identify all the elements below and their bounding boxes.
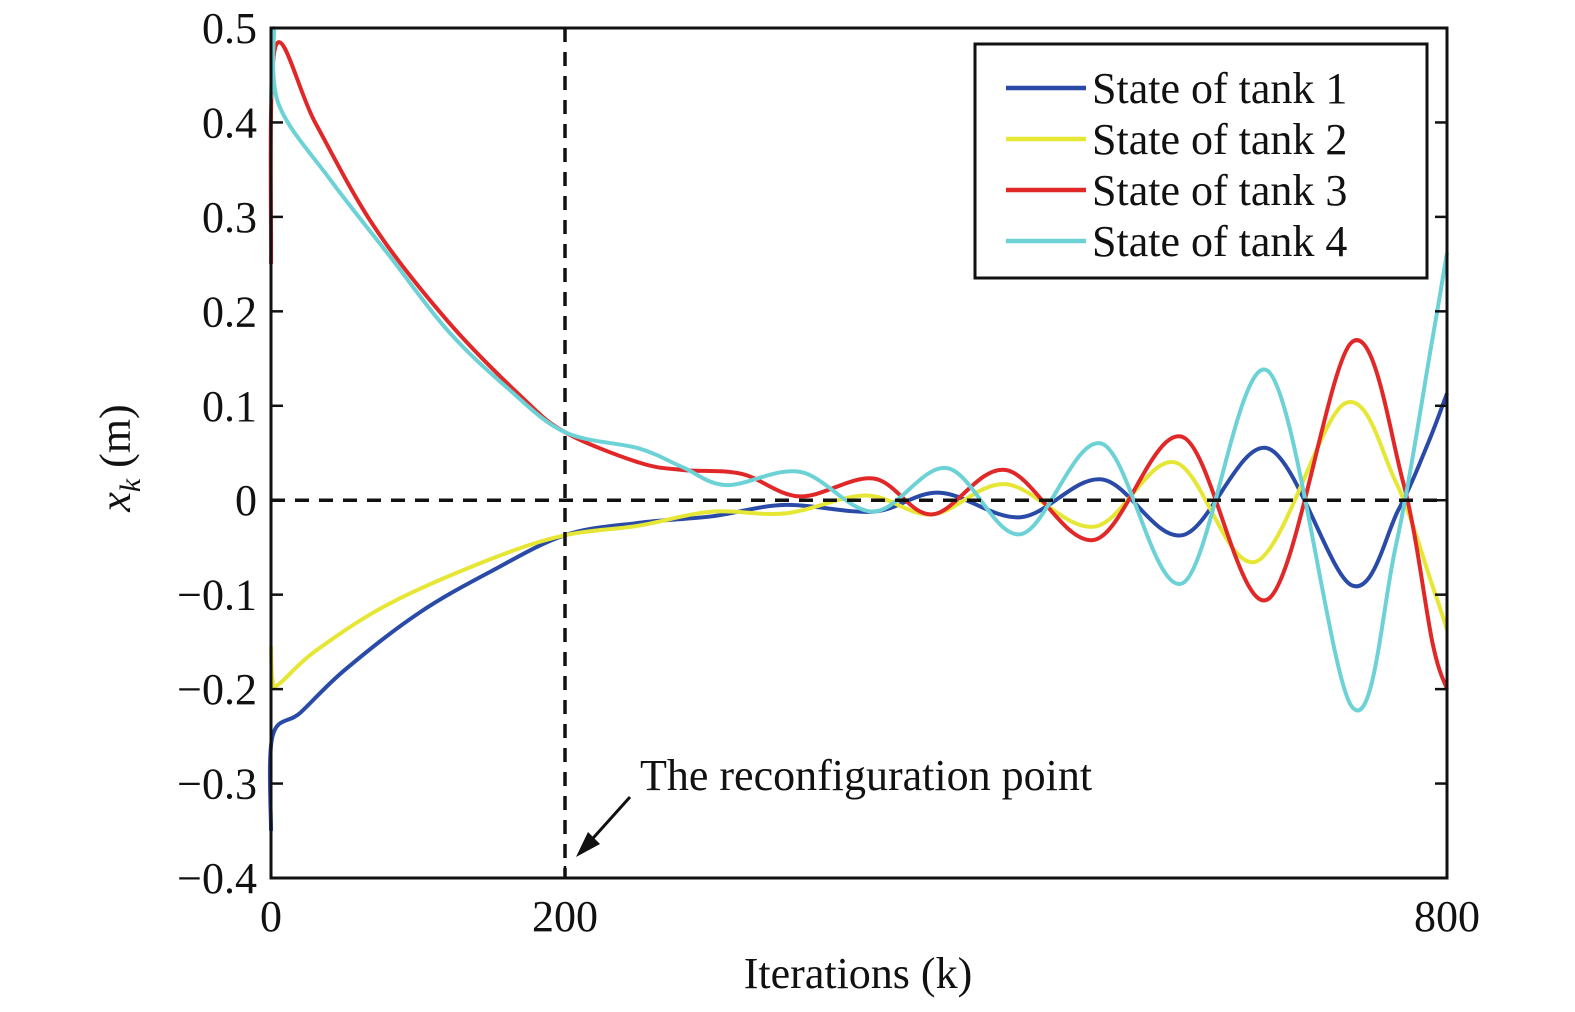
- annotation-text: The reconfiguration point: [640, 751, 1092, 800]
- series-line-tank-2: [269, 400, 1449, 689]
- y-axis-title-subscript: k: [114, 478, 147, 492]
- y-tick-label: −0.2: [177, 665, 257, 714]
- y-tick-label: −0.1: [177, 571, 257, 620]
- axis-ticks: 0.50.40.30.20.10−0.1−0.2−0.3−0.40 200 800: [177, 4, 1480, 941]
- y-tick-label: −0.4: [177, 854, 257, 903]
- legend-label-tank-2: State of tank 2: [1092, 115, 1347, 164]
- y-axis-title-symbol: x: [91, 492, 140, 513]
- series-line-tank-4: [269, 25, 1449, 713]
- reference-lines: [271, 28, 1447, 878]
- y-tick-label: 0.2: [202, 287, 257, 336]
- annotation-arrow-head: [576, 832, 600, 857]
- x-tick-label: 200: [532, 892, 598, 941]
- y-tick-label: 0.1: [202, 382, 257, 431]
- y-axis-title: xk (m): [91, 404, 147, 512]
- x-axis-title: Iterations (k): [744, 949, 972, 998]
- x-tick-label: 0: [260, 892, 282, 941]
- legend-label-tank-3: State of tank 3: [1092, 166, 1347, 215]
- y-axis-title-unit: (m): [91, 404, 140, 479]
- y-tick-label: 0: [235, 476, 257, 525]
- legend-label-tank-4: State of tank 4: [1092, 217, 1347, 266]
- y-tick-label: −0.3: [177, 760, 257, 809]
- series-line-tank-3: [268, 40, 1449, 690]
- series-layer: [267, 25, 1449, 831]
- y-tick-label: 0.4: [202, 98, 257, 147]
- plot-frame: [269, 26, 1449, 880]
- legend-label-tank-1: State of tank 1: [1092, 64, 1347, 113]
- y-tick-label: 0.3: [202, 193, 257, 242]
- annotation: The reconfiguration point: [576, 751, 1092, 857]
- y-tick-label: 0.5: [202, 4, 257, 53]
- x-tick-label: 800: [1414, 892, 1480, 941]
